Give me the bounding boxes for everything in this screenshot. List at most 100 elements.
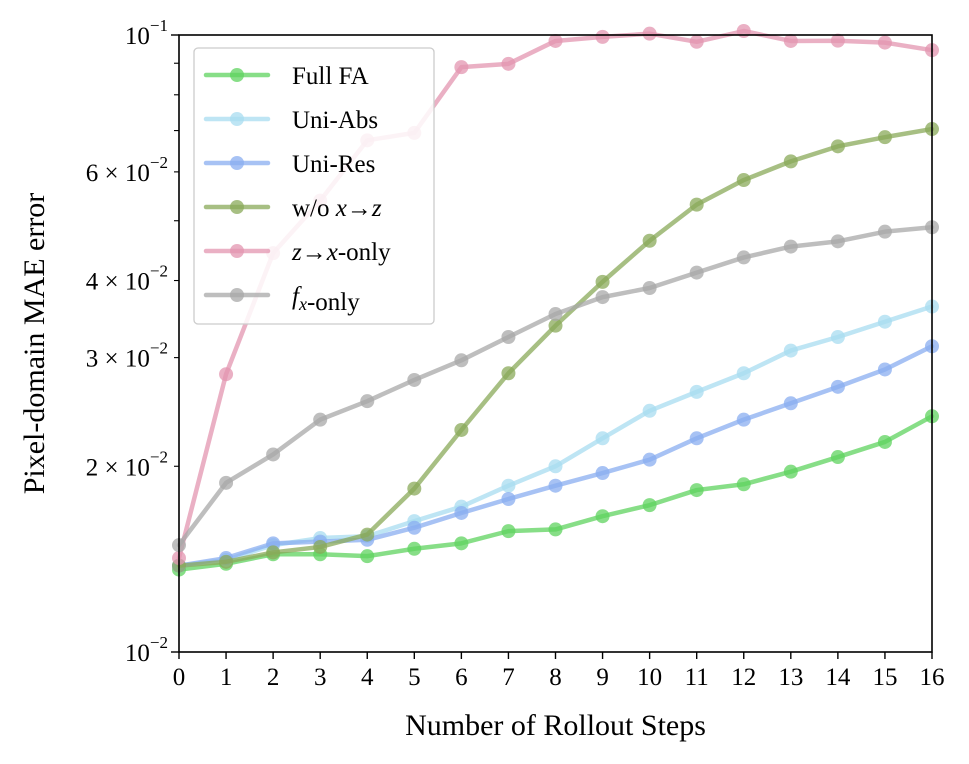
data-point	[360, 527, 375, 542]
series-3	[172, 122, 939, 573]
data-point	[642, 26, 657, 41]
data-point	[642, 403, 657, 418]
data-point	[736, 477, 751, 492]
data-point	[736, 24, 751, 39]
data-point	[689, 34, 704, 49]
x-tick-label: 7	[502, 664, 515, 691]
series-2	[172, 339, 939, 573]
data-point	[407, 520, 422, 535]
x-tick-label: 2	[267, 664, 280, 691]
data-point	[219, 554, 234, 569]
data-point	[266, 545, 281, 560]
data-point	[783, 239, 798, 254]
data-point	[595, 431, 610, 446]
y-axis-label: Pixel-domain MAE error	[18, 193, 51, 495]
data-point	[548, 478, 563, 493]
x-tick-label: 5	[408, 664, 421, 691]
data-point	[501, 478, 516, 493]
y-tick-label: 10−1	[125, 16, 168, 50]
data-point	[595, 509, 610, 524]
y-tick-label: 10−2	[125, 633, 168, 667]
y-tick-label: 3 × 10−2	[86, 339, 168, 373]
data-point	[219, 475, 234, 490]
data-point	[360, 549, 375, 564]
data-point	[548, 33, 563, 48]
x-tick-label: 12	[731, 664, 756, 691]
x-tick-label: 8	[549, 664, 562, 691]
legend: Full FA Uni-Abs Uni-Res w/o x→z z→x-only fx-o…	[193, 47, 435, 325]
data-point	[783, 154, 798, 169]
data-point	[642, 452, 657, 467]
legend-item: Uni-Abs	[203, 107, 378, 134]
x-tick-label: 1	[220, 664, 233, 691]
x-tick-label: 6	[455, 664, 468, 691]
legend-label: z→x-only	[291, 239, 391, 266]
data-point	[830, 139, 845, 154]
data-point	[877, 224, 892, 239]
data-point	[877, 362, 892, 377]
legend-marker	[230, 112, 244, 126]
legend-label: fx-only	[292, 283, 360, 316]
data-point	[830, 33, 845, 48]
data-point	[783, 396, 798, 411]
x-tick-label: 14	[825, 664, 851, 691]
legend-item: z→x-only	[203, 239, 391, 266]
data-point	[689, 431, 704, 446]
data-point	[830, 329, 845, 344]
data-point	[642, 233, 657, 248]
data-point	[689, 384, 704, 399]
data-point	[454, 536, 469, 551]
x-tick-label: 0	[173, 664, 186, 691]
legend-item: Full FA	[203, 63, 369, 90]
legend-marker	[230, 200, 244, 214]
legend-item: Uni-Res	[203, 151, 375, 178]
x-tick-label: 9	[596, 664, 609, 691]
data-point	[548, 307, 563, 322]
x-tick-label: 4	[361, 664, 374, 691]
data-point	[313, 412, 328, 427]
data-point	[736, 366, 751, 381]
data-point	[736, 250, 751, 265]
data-point	[689, 483, 704, 498]
data-point	[877, 35, 892, 50]
data-point	[501, 366, 516, 381]
legend-label: Full FA	[292, 63, 369, 90]
data-point	[642, 281, 657, 296]
legend-marker	[230, 156, 244, 170]
data-point	[219, 367, 234, 382]
data-point	[783, 343, 798, 358]
data-point	[689, 265, 704, 280]
data-point	[548, 318, 563, 333]
data-point	[501, 524, 516, 539]
data-point	[877, 130, 892, 145]
data-point	[548, 522, 563, 537]
data-point	[454, 60, 469, 75]
legend-label: Uni-Abs	[292, 107, 378, 134]
x-tick-label: 3	[314, 664, 327, 691]
legend-marker	[230, 68, 244, 82]
x-tick-label: 15	[872, 664, 897, 691]
data-point	[877, 314, 892, 329]
legend-label: Uni-Res	[292, 151, 375, 178]
y-tick-label: 2 × 10−2	[86, 447, 168, 481]
data-point	[736, 412, 751, 427]
data-point	[548, 459, 563, 474]
data-point	[360, 394, 375, 409]
data-point	[454, 505, 469, 520]
data-point	[595, 466, 610, 481]
data-point	[830, 379, 845, 394]
legend-marker	[230, 244, 244, 258]
data-point	[642, 498, 657, 513]
data-point	[454, 422, 469, 437]
data-point	[830, 234, 845, 249]
legend-item: fx-only	[203, 283, 360, 316]
data-point	[266, 447, 281, 462]
x-tick-label: 16	[920, 664, 945, 691]
data-point	[501, 329, 516, 344]
x-tick-label: 10	[637, 664, 662, 691]
legend-label: w/o x→z	[292, 195, 382, 222]
y-tick-label: 6 × 10−2	[86, 153, 168, 187]
data-point	[877, 434, 892, 449]
